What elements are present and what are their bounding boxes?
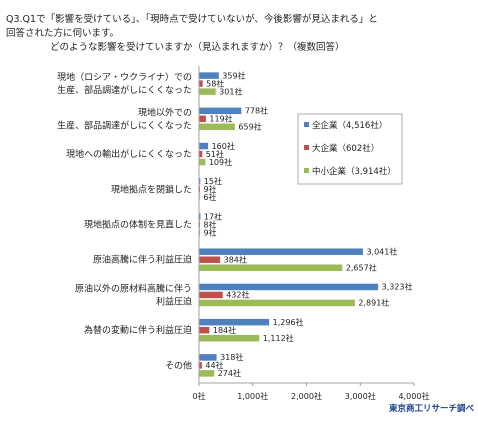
value-label-large: 119社 xyxy=(209,114,232,124)
value-label-large: 184社 xyxy=(213,325,236,335)
category-label: 原油高騰に伴う利益圧迫 xyxy=(93,254,192,266)
value-label-large: 51社 xyxy=(206,149,224,159)
bar-sme xyxy=(199,88,216,95)
x-tick-label: 1,000社 xyxy=(237,391,268,401)
value-label-sme: 6社 xyxy=(203,192,216,202)
value-label-large: 8社 xyxy=(203,219,216,229)
value-label-large: 384社 xyxy=(224,254,247,264)
category-label: 生産、部品調達がしにくくなった xyxy=(57,84,192,96)
x-tick-label: 0社 xyxy=(192,391,205,401)
bar-large xyxy=(199,115,206,123)
category-label: 現地（ロシア・ウクライナ）での xyxy=(57,71,192,83)
category-label: 現地以外での xyxy=(138,106,192,118)
question-line-3: どのような影響を受けていますか（見込まれますか）？（複数回答） xyxy=(50,42,345,53)
category-label: 為替の変動に伴う利益圧迫 xyxy=(84,324,192,336)
value-label-all: 160社 xyxy=(212,141,235,151)
value-label-sme: 2,891社 xyxy=(358,298,389,308)
legend-swatch-sme xyxy=(304,168,309,173)
value-label-large: 432社 xyxy=(226,290,249,300)
value-label-all: 3,041社 xyxy=(366,246,397,256)
bar-all xyxy=(199,318,270,326)
x-tick-label: 3,000社 xyxy=(345,391,376,401)
axis-tick-labels: 0社 1,000社 2,000社 3,000社 4,000社 xyxy=(192,383,429,401)
bar-sme xyxy=(199,370,215,377)
bar-all xyxy=(199,248,363,255)
category-label: 現地への輸出がしにくくなった xyxy=(66,148,192,160)
value-label-all: 15社 xyxy=(204,176,222,186)
bar-large xyxy=(199,362,202,369)
bar-sme xyxy=(199,123,235,131)
bars-layer: 359社58社301社778社119社659社160社51社109社15社9社6… xyxy=(199,70,413,378)
x-tick-label: 2,000社 xyxy=(291,391,322,401)
category-label: 生産、部品調達がしにくくなった xyxy=(57,119,192,131)
legend-swatch-large xyxy=(304,145,309,150)
bar-all xyxy=(199,354,217,361)
value-label-all: 778社 xyxy=(245,106,268,116)
value-label-all: 3,323社 xyxy=(382,282,413,292)
value-label-sme: 659社 xyxy=(238,122,261,132)
bar-all xyxy=(199,213,201,220)
bar-large xyxy=(199,150,203,158)
value-label-sme: 274社 xyxy=(218,368,241,378)
legend-box xyxy=(297,113,403,185)
x-tick-label: 4,000社 xyxy=(399,391,430,401)
value-label-sme: 1,112社 xyxy=(263,333,294,343)
question-line-1: Q3.Q1で「影響を受けている」、「現時点で受けていないが、今後影響が見込まれる… xyxy=(6,14,378,25)
bar-sme xyxy=(199,299,355,307)
source-note: 東京商工リサーチ調べ xyxy=(389,403,475,414)
legend-swatch-all xyxy=(304,122,309,127)
bar-all xyxy=(199,72,219,79)
bar-all xyxy=(199,142,209,150)
bar-large xyxy=(199,291,223,299)
value-label-sme: 301社 xyxy=(219,86,242,96)
question-line-2: 回答された方に伺います。 xyxy=(6,28,120,39)
legend-label-sme: 中小企業（3,914社） xyxy=(312,166,396,177)
bar-large xyxy=(199,326,210,334)
value-label-sme: 2,657社 xyxy=(346,262,377,272)
bar-sme xyxy=(199,264,343,271)
category-labels: 現地（ロシア・ウクライナ）での生産、部品調達がしにくくなった現地以外での生産、部… xyxy=(57,71,192,371)
bar-large xyxy=(199,256,221,263)
bar-sme xyxy=(199,158,206,166)
value-label-sme: 9社 xyxy=(203,227,216,237)
bar-sme xyxy=(199,334,260,342)
category-label: その他 xyxy=(165,359,192,371)
value-label-large: 44社 xyxy=(205,360,223,370)
value-label-large: 58社 xyxy=(206,78,224,88)
category-label: 原油以外の原材料高騰に伴う xyxy=(75,282,192,294)
value-label-all: 1,296社 xyxy=(273,317,304,327)
legend: 全企業（4,516社） 大企業（602社） 中小企業（3,914社） xyxy=(297,113,403,185)
category-label: 現地拠点を閉鎖した xyxy=(111,183,192,195)
value-label-large: 9社 xyxy=(203,184,216,194)
value-label-all: 318社 xyxy=(220,352,243,362)
bar-all xyxy=(199,178,201,185)
category-label: 現地拠点の体制を見直した xyxy=(84,219,192,231)
category-label: 利益圧迫 xyxy=(156,295,192,307)
value-label-all: 359社 xyxy=(222,70,245,80)
legend-label-large: 大企業（602社） xyxy=(312,143,379,154)
legend-label-all: 全企業（4,516社） xyxy=(312,120,387,131)
value-label-all: 17社 xyxy=(204,211,222,221)
bar-all xyxy=(199,107,242,115)
bar-large xyxy=(199,80,203,87)
value-label-sme: 109社 xyxy=(209,157,232,167)
bar-all xyxy=(199,283,379,291)
